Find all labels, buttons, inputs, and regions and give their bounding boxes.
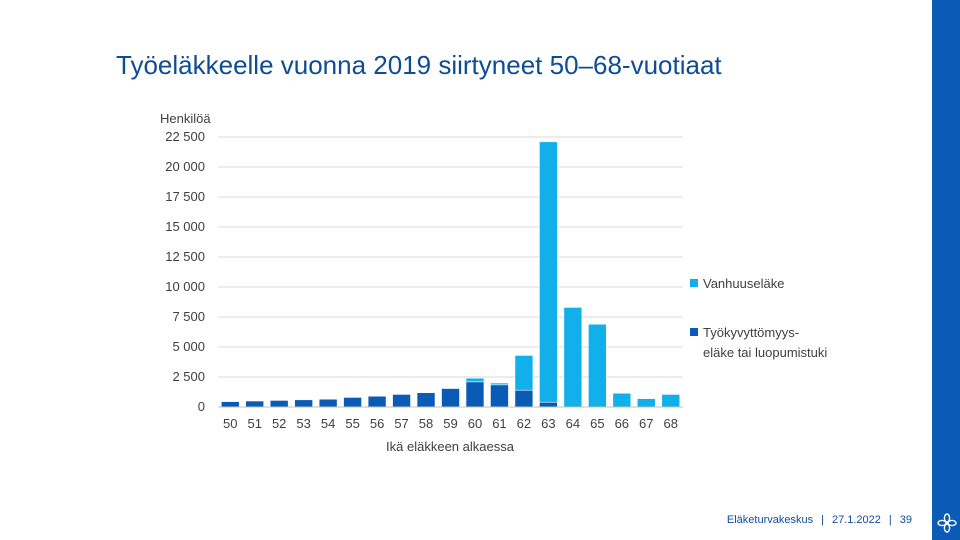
footer-organization: Eläketurvakeskus [726, 514, 814, 526]
x-tick-label: 58 [419, 416, 433, 431]
bar-segment-vanhuuselake [588, 323, 607, 408]
x-tick-label: 51 [247, 416, 261, 431]
y-tick-label: 7 500 [172, 309, 205, 324]
x-tick-label: 62 [517, 416, 531, 431]
bar-segment-tyokyvyttomyys [465, 381, 485, 408]
bar-segment-vanhuuselake [490, 382, 509, 386]
flower-logo-icon [937, 513, 957, 533]
x-tick-label: 54 [321, 416, 335, 431]
x-tick-label: 59 [443, 416, 457, 431]
y-tick-label: 0 [198, 399, 205, 414]
bar-segment-tyokyvyttomyys [318, 398, 338, 408]
x-axis-label: Ikä eläkkeen alkaessa [386, 439, 515, 454]
y-tick-label: 10 000 [165, 279, 205, 294]
bar-segment-vanhuuselake [416, 391, 436, 393]
x-tick-label: 68 [664, 416, 678, 431]
y-axis-label: Henkilöä [160, 111, 211, 126]
bar-segment-tyokyvyttomyys [343, 397, 362, 408]
bar-segment-tyokyvyttomyys [294, 399, 313, 408]
legend-label: eläke tai luopumistuki [703, 345, 827, 360]
footer-separator: | [821, 514, 824, 526]
y-tick-label: 17 500 [165, 189, 205, 204]
footer-page-number: 39 [899, 514, 912, 526]
bar-segment-tyokyvyttomyys [514, 389, 534, 408]
legend-swatch [690, 328, 698, 336]
bar-segment-tyokyvyttomyys [269, 400, 289, 408]
bar-segment-vanhuuselake [612, 392, 632, 408]
bar-segment-vanhuuselake [539, 141, 558, 403]
bar-segment-tyokyvyttomyys [220, 401, 240, 408]
bar-segment-tyokyvyttomyys [441, 388, 460, 408]
y-tick-label: 5 000 [172, 339, 205, 354]
x-tick-label: 60 [468, 416, 482, 431]
bar-segment-tyokyvyttomyys [245, 400, 265, 408]
legend-label: Vanhuuseläke [703, 276, 784, 291]
bar-segment-tyokyvyttomyys [416, 392, 436, 408]
x-tick-label: 57 [394, 416, 408, 431]
x-tick-label: 53 [296, 416, 310, 431]
bar-segment-vanhuuselake [465, 377, 485, 383]
right-accent-band [932, 0, 960, 540]
bar-segment-vanhuuselake [661, 394, 681, 408]
bar-segment-tyokyvyttomyys [490, 384, 509, 408]
x-tick-label: 63 [541, 416, 555, 431]
bar-segment-tyokyvyttomyys [367, 395, 387, 408]
y-tick-label: 15 000 [165, 219, 205, 234]
y-tick-label: 22 500 [165, 129, 205, 144]
y-tick-label: 20 000 [165, 159, 205, 174]
x-tick-label: 50 [223, 416, 237, 431]
x-tick-label: 64 [566, 416, 580, 431]
slide-title: Työeläkkeelle vuonna 2019 siirtyneet 50–… [116, 50, 722, 80]
bar-segment-vanhuuselake [563, 307, 583, 408]
x-tick-label: 56 [370, 416, 384, 431]
bar-segment-vanhuuselake [636, 398, 656, 408]
x-tick-label: 66 [615, 416, 629, 431]
footer-separator: | [888, 514, 892, 526]
x-tick-label: 65 [590, 416, 604, 431]
slide-footer: Eläketurvakeskus | 27.1.2022 | 39 [727, 514, 912, 526]
bar-segment-tyokyvyttomyys [392, 394, 411, 408]
legend-swatch [690, 279, 698, 287]
y-tick-label: 12 500 [165, 249, 205, 264]
bar-segment-tyokyvyttomyys [539, 401, 558, 408]
bar-segment-vanhuuselake [514, 355, 534, 391]
x-tick-label: 55 [345, 416, 359, 431]
legend-label: Työkyvyttömyys- [703, 325, 799, 340]
x-tick-label: 52 [272, 416, 286, 431]
bar-segment-vanhuuselake [441, 387, 460, 389]
y-tick-label: 2 500 [172, 369, 205, 384]
footer-date: 27.1.2022 [831, 514, 881, 526]
x-tick-label: 67 [639, 416, 653, 431]
x-tick-label: 61 [492, 416, 506, 431]
